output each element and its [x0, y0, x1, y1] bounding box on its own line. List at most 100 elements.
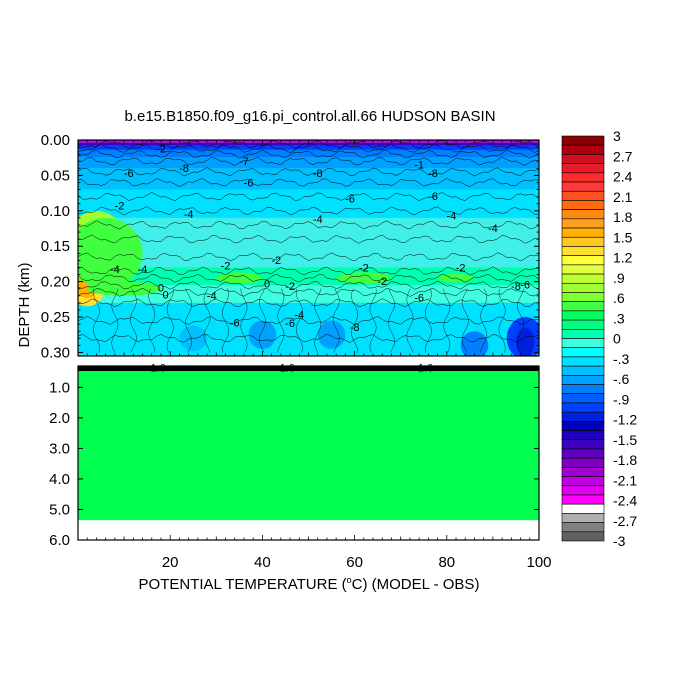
- contour-label: -2: [456, 263, 466, 275]
- y-tick-label: 0.05: [41, 167, 70, 184]
- colorbar-box: [561, 384, 605, 395]
- y-tick-label: 6.0: [49, 532, 70, 549]
- colorbar-box: [561, 163, 605, 174]
- colorbar-box: [561, 485, 605, 496]
- contour-line: [295, 288, 303, 353]
- contour-line: [203, 288, 211, 353]
- colorbar-box: [561, 246, 605, 256]
- colorbar-boxes: [561, 135, 605, 542]
- contour-label: -8: [313, 168, 323, 180]
- contour-line: [78, 280, 539, 290]
- colorbar-label: 1.8: [613, 209, 633, 225]
- y-tick-label: 3.0: [49, 440, 70, 457]
- colorbar-box: [561, 476, 605, 487]
- colorbar-box: [561, 292, 605, 302]
- contour-label: 0: [158, 283, 164, 295]
- upper-anomaly: [460, 331, 489, 356]
- colorbar-box: [561, 457, 605, 468]
- contour-line: [78, 192, 539, 202]
- contour-label: 0: [264, 278, 270, 290]
- contour-line: [78, 140, 539, 149]
- lower-panel: -1.0 -1.0 -1.0 1.0 2.0 3.0 4.0 5.0 6.0 20 40 60 80…: [49, 140, 552, 571]
- colorbar-label: -1.2: [613, 412, 637, 428]
- colorbar-box: [561, 144, 605, 155]
- x-axis-label: POTENTIAL TEMPERATURE (oC) (MODEL - OBS): [139, 575, 480, 593]
- colorbar-label: -2.1: [613, 472, 637, 488]
- colorbar-box: [561, 421, 605, 431]
- colorbar-box: [561, 273, 605, 284]
- contour-line: [78, 298, 539, 308]
- contour-label: -2: [271, 255, 281, 267]
- colorbar-box: [561, 411, 605, 422]
- contour-line: [78, 273, 539, 283]
- contour-label: -4: [207, 290, 217, 302]
- lower-y-ticks: 1.0 2.0 3.0 4.0 5.0 6.0: [49, 379, 539, 549]
- colorbar-label: -2.7: [613, 513, 637, 529]
- colorbar-box: [561, 467, 605, 477]
- contour-line: [443, 288, 451, 353]
- contour-line: [78, 167, 539, 177]
- colorbar-label: -3: [613, 533, 626, 549]
- colorbar-box: [561, 172, 605, 183]
- contour-line: [166, 288, 174, 353]
- contour-label: -8: [428, 168, 438, 180]
- contour-label: -2: [156, 144, 166, 156]
- upper-band: [78, 217, 539, 268]
- contour-label: -1.0: [414, 362, 433, 374]
- contour-label: -6: [244, 178, 254, 190]
- x-ticks: 20 40 60 80 100: [86, 140, 552, 571]
- contour-line: [78, 316, 539, 326]
- colorbar-box: [561, 439, 605, 450]
- colorbar-box: [561, 356, 605, 367]
- chart-title: b.e15.B1850.f09_g16.pi_control.all.66 HU…: [124, 108, 495, 125]
- contour-line: [498, 288, 506, 353]
- contour-line: [148, 288, 156, 353]
- colorbar-label: -.3: [613, 351, 630, 367]
- colorbar-box: [561, 347, 605, 358]
- contour-line: [78, 206, 539, 216]
- contour-label: -4: [447, 210, 457, 222]
- x-tick-label: 80: [438, 554, 455, 571]
- colorbar-labels: 3 2.7 2.4 2.1 1.8 1.5 1.2 .9 .6 .3 0 -.3 -.6 -.9 -1.2 -…: [613, 128, 637, 549]
- upper-bands: [78, 140, 539, 356]
- colorbar-label: .9: [613, 270, 625, 286]
- contour-line: [424, 288, 432, 353]
- colorbar-label: -1.5: [613, 432, 637, 448]
- upper-panel: -2-6 -8-7-6-8-6-1-8-6-2-4 -4 -4-4-2 -2-2 -2-4…: [41, 132, 540, 361]
- lower-data-field: [78, 366, 539, 521]
- upper-band: [78, 168, 539, 190]
- y-tick-label: 4.0: [49, 471, 70, 488]
- colorbar-box: [561, 264, 605, 275]
- upper-band: [78, 149, 539, 157]
- colorbar-label: .6: [613, 290, 625, 306]
- colorbar-box: [561, 338, 605, 349]
- contour-line: [78, 252, 539, 262]
- colorbar-box: [561, 200, 605, 210]
- contour-line: [78, 149, 539, 159]
- contour-line: [480, 288, 488, 353]
- y-tick-label: 0.10: [41, 203, 70, 220]
- contour-line: [314, 288, 322, 353]
- colorbar-label: .3: [613, 310, 625, 326]
- colorbar-box: [561, 135, 605, 146]
- contour-label: -6: [414, 292, 424, 304]
- contour-label: -1.0: [147, 362, 166, 374]
- contour-label: -1.0: [276, 362, 295, 374]
- contour-line: [388, 288, 395, 353]
- contour-line: [406, 288, 414, 353]
- upper-anomaly: [336, 272, 392, 284]
- colorbar-box: [561, 255, 605, 266]
- colorbar-label: 2.4: [613, 169, 633, 185]
- contour-label: -6: [428, 191, 438, 203]
- contour-line: [92, 288, 100, 353]
- contour-line: [78, 144, 539, 153]
- colorbar-label: -1.8: [613, 452, 637, 468]
- upper-anomaly: [78, 217, 143, 289]
- colorbar-box: [561, 181, 605, 192]
- colorbar-box: [561, 190, 605, 201]
- x-tick-label: 60: [346, 554, 363, 571]
- colorbar-label: -.9: [613, 391, 630, 407]
- contour-line: [351, 288, 359, 353]
- x-tick-label: 40: [254, 554, 271, 571]
